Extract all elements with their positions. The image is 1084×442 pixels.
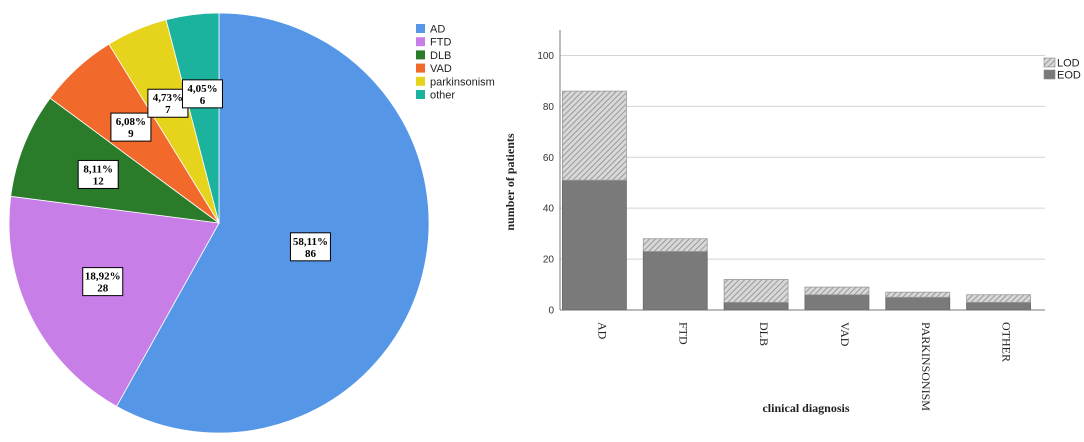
bar-axes bbox=[559, 30, 1045, 311]
bar-eod-parkinsonism bbox=[885, 296, 951, 311]
pie-label-box bbox=[82, 267, 124, 297]
x-axis-title: clinical diagnosis bbox=[762, 401, 849, 415]
pie-percent-label: 6,08% bbox=[116, 116, 146, 128]
pie-count-label: 9 bbox=[128, 128, 134, 140]
pie-slices bbox=[8, 12, 430, 434]
pie-percent-label: 8,11% bbox=[83, 163, 113, 175]
pie-label-vad: 6,08%9 bbox=[110, 112, 152, 142]
legend-swatch-lod bbox=[1043, 57, 1056, 68]
legend-swatch-ad bbox=[416, 24, 425, 33]
legend-label-other: other bbox=[430, 90, 455, 102]
pie-label-parkinsonism: 4,73%7 bbox=[147, 88, 189, 118]
legend-swatch-eod bbox=[1043, 69, 1056, 80]
x-category-label: VAD bbox=[838, 322, 852, 347]
bar-lod-ad bbox=[562, 90, 627, 181]
x-category-label: AD bbox=[595, 322, 609, 340]
x-category-label: FTD bbox=[676, 322, 690, 345]
pie-count-label: 7 bbox=[165, 104, 171, 116]
bar-lod-vad bbox=[804, 286, 870, 296]
pie-count-label: 6 bbox=[200, 95, 206, 107]
pie-count-label: 86 bbox=[305, 248, 317, 260]
bar-eod-dlb bbox=[723, 301, 789, 311]
y-tick-label: 0 bbox=[548, 306, 554, 317]
legend-label-ad: AD bbox=[430, 24, 445, 36]
x-category-label: DLB bbox=[757, 322, 771, 346]
legend-swatch-ftd bbox=[416, 37, 425, 47]
pie-percent-label: 4,73% bbox=[153, 92, 183, 104]
x-category-label: PARKINSONISM bbox=[919, 322, 933, 411]
y-tick-label: 100 bbox=[537, 51, 554, 62]
pie-percent-label: 18,92% bbox=[85, 271, 121, 283]
legend-label-ftd: FTD bbox=[430, 37, 451, 49]
y-tick-label: 40 bbox=[543, 204, 555, 215]
pie-label-box bbox=[181, 79, 223, 109]
legend-swatch-vad bbox=[416, 63, 425, 73]
pie-count-label: 28 bbox=[97, 283, 109, 295]
pie-labels: 58,11%8618,92%288,11%126,08%94,73%74,05%… bbox=[77, 79, 331, 297]
y-tick-label: 20 bbox=[543, 255, 555, 266]
bar-tick-labels: 0 20 40 60 80 100 bbox=[537, 51, 554, 317]
bar-marks bbox=[562, 90, 1031, 311]
pie-label-ftd: 18,92%28 bbox=[82, 267, 124, 297]
y-tick-label: 80 bbox=[543, 102, 555, 113]
bar-eod-other bbox=[966, 301, 1031, 311]
pie-slice-ad bbox=[116, 12, 430, 434]
pie-slice-other bbox=[165, 12, 220, 224]
legend-label-parkinsonism: parkinsonism bbox=[430, 76, 495, 88]
bar-category-labels: AD FTD DLB VAD PARKINSONISM OTHER bbox=[595, 322, 1013, 411]
bar-eod-ftd bbox=[642, 251, 708, 311]
pie-label-other: 4,05%6 bbox=[181, 79, 223, 109]
pie-label-box bbox=[77, 159, 119, 189]
x-category-label: OTHER bbox=[1000, 322, 1014, 362]
bar-lod-parkinsonism bbox=[885, 291, 951, 298]
legend-swatch-parkinsonism bbox=[416, 76, 425, 86]
y-axis-title: number of patients bbox=[503, 133, 517, 230]
bar-lod-ftd bbox=[642, 238, 708, 252]
legend-swatch-dlb bbox=[416, 50, 425, 60]
y-tick-label: 60 bbox=[543, 153, 555, 164]
legend-label-dlb: DLB bbox=[430, 50, 451, 62]
bar-lod-dlb bbox=[723, 279, 789, 303]
pie-label-ad: 58,11%86 bbox=[289, 232, 331, 262]
pie-label-box bbox=[110, 112, 152, 142]
pie-label-dlb: 8,11%12 bbox=[77, 159, 119, 189]
legend-label-eod: EOD bbox=[1057, 70, 1081, 82]
pie-count-label: 12 bbox=[93, 175, 105, 187]
legend-swatch-other bbox=[416, 90, 425, 99]
pie-label-box bbox=[289, 232, 331, 262]
bar-eod-ad bbox=[562, 179, 627, 311]
legend-label-vad: VAD bbox=[430, 63, 452, 75]
bar-eod-vad bbox=[804, 294, 870, 311]
bar-lod-other bbox=[966, 294, 1031, 303]
bar-gridlines bbox=[560, 54, 1045, 311]
pie-percent-label: 4,05% bbox=[187, 83, 217, 95]
legend-label-lod: LOD bbox=[1057, 58, 1080, 70]
pie-slice-ftd bbox=[8, 195, 220, 407]
pie-percent-label: 58,11% bbox=[293, 236, 328, 248]
